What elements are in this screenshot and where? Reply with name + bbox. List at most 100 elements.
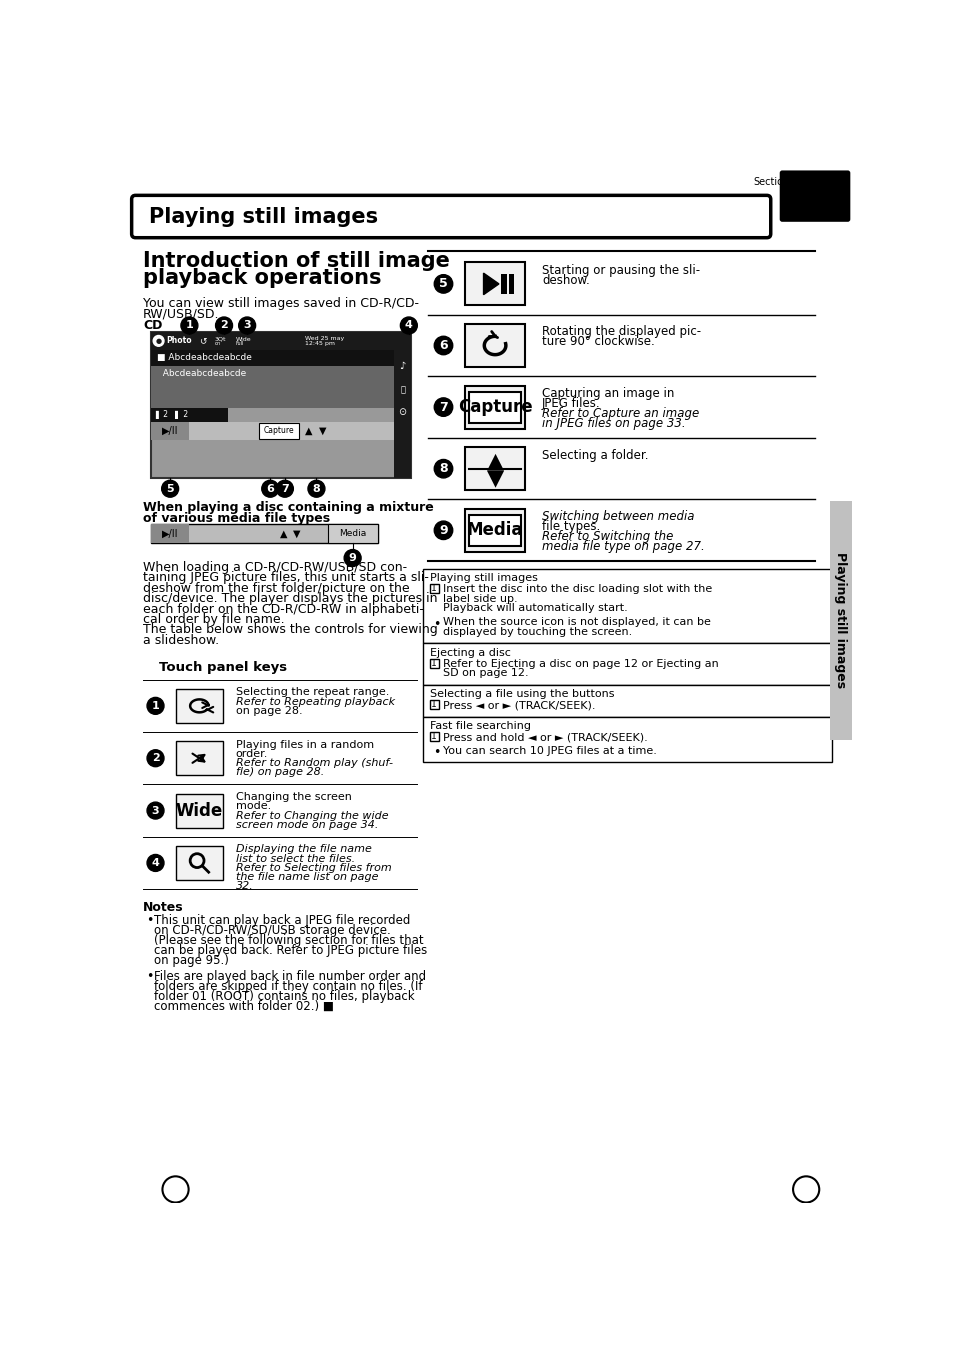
Text: When the source icon is not displayed, it can be: When the source icon is not displayed, i… bbox=[443, 617, 711, 627]
Text: Media: Media bbox=[338, 529, 366, 538]
Text: Photo: Photo bbox=[166, 337, 192, 345]
Text: Refer to Ejecting a disc on page 12 or Ejecting an: Refer to Ejecting a disc on page 12 or E… bbox=[443, 658, 719, 668]
Text: 3Qt: 3Qt bbox=[214, 337, 226, 342]
Circle shape bbox=[238, 316, 255, 334]
Bar bbox=[328, 525, 377, 542]
Text: 4: 4 bbox=[404, 320, 413, 330]
Bar bbox=[151, 525, 190, 542]
Text: label side up.: label side up. bbox=[443, 594, 517, 604]
Text: Fast file searching: Fast file searching bbox=[429, 721, 530, 731]
Text: 5: 5 bbox=[438, 277, 447, 291]
Text: fle) on page 28.: fle) on page 28. bbox=[235, 768, 323, 777]
Circle shape bbox=[792, 1176, 819, 1202]
Text: 2: 2 bbox=[220, 320, 228, 330]
Polygon shape bbox=[483, 273, 498, 295]
Bar bbox=[151, 350, 394, 408]
Text: 1: 1 bbox=[185, 320, 193, 330]
Circle shape bbox=[161, 480, 178, 498]
Text: Playing still images: Playing still images bbox=[429, 573, 537, 584]
Text: in JPEG files on page 33.: in JPEG files on page 33. bbox=[541, 418, 685, 430]
Circle shape bbox=[153, 335, 164, 346]
Text: ▶/II: ▶/II bbox=[162, 529, 178, 538]
Text: 1: 1 bbox=[152, 700, 159, 711]
Text: Selecting a folder.: Selecting a folder. bbox=[541, 449, 648, 461]
Text: each folder on the CD-R/CD-RW in alphabeti-: each folder on the CD-R/CD-RW in alphabe… bbox=[143, 603, 424, 615]
Text: Selecting the repeat range.: Selecting the repeat range. bbox=[235, 687, 389, 698]
Bar bbox=[469, 515, 520, 546]
Text: Wide: Wide bbox=[235, 337, 251, 342]
Text: playback operations: playback operations bbox=[143, 268, 381, 288]
Bar bbox=[464, 508, 524, 552]
Text: Starting or pausing the sli-: Starting or pausing the sli- bbox=[541, 264, 700, 277]
Text: Refer to Capture an image: Refer to Capture an image bbox=[541, 407, 699, 420]
Bar bbox=[429, 700, 438, 710]
Bar bbox=[508, 274, 514, 293]
Text: of various media file types: of various media file types bbox=[143, 512, 330, 525]
Bar bbox=[151, 525, 377, 542]
FancyBboxPatch shape bbox=[780, 172, 848, 220]
Text: 9: 9 bbox=[438, 523, 447, 537]
Text: screen mode on page 34.: screen mode on page 34. bbox=[235, 819, 377, 830]
Bar bbox=[500, 274, 506, 293]
Bar bbox=[175, 690, 223, 723]
Text: You can search 10 JPEG files at a time.: You can search 10 JPEG files at a time. bbox=[443, 745, 657, 756]
Bar bbox=[175, 741, 223, 775]
Text: This unit can play back a JPEG file recorded: This unit can play back a JPEG file reco… bbox=[153, 914, 410, 926]
Text: •: • bbox=[433, 618, 440, 630]
Circle shape bbox=[147, 750, 164, 767]
Bar bbox=[423, 717, 831, 763]
Text: 6: 6 bbox=[266, 484, 274, 493]
Text: order.: order. bbox=[235, 749, 268, 758]
Text: deshow from the first folder/picture on the: deshow from the first folder/picture on … bbox=[143, 581, 410, 595]
Circle shape bbox=[434, 460, 453, 479]
Text: Press and hold ◄ or ► (TRACK/SEEK).: Press and hold ◄ or ► (TRACK/SEEK). bbox=[443, 731, 648, 742]
Text: deshow.: deshow. bbox=[541, 274, 589, 287]
Text: CD: CD bbox=[143, 319, 162, 331]
Circle shape bbox=[215, 316, 233, 334]
Circle shape bbox=[434, 274, 453, 293]
Text: 1: 1 bbox=[431, 733, 436, 741]
Text: 1: 1 bbox=[431, 584, 436, 594]
Text: 6: 6 bbox=[438, 339, 447, 352]
Circle shape bbox=[147, 698, 164, 714]
Circle shape bbox=[162, 1176, 189, 1202]
Circle shape bbox=[434, 337, 453, 354]
Text: 1: 1 bbox=[431, 700, 436, 710]
Text: on CD-R/CD-RW/SD/USB storage device.: on CD-R/CD-RW/SD/USB storage device. bbox=[153, 923, 391, 937]
Bar bbox=[151, 331, 411, 479]
Bar bbox=[175, 846, 223, 880]
Text: 12:45 pm: 12:45 pm bbox=[305, 342, 335, 346]
Circle shape bbox=[181, 316, 197, 334]
Bar bbox=[423, 684, 831, 717]
Text: mode.: mode. bbox=[235, 802, 271, 811]
Text: Refer to Random play (shuf-: Refer to Random play (shuf- bbox=[235, 758, 393, 768]
Circle shape bbox=[434, 521, 453, 539]
Text: on page 95.): on page 95.) bbox=[153, 953, 229, 967]
Text: a slideshow.: a slideshow. bbox=[143, 634, 219, 646]
Text: ▲: ▲ bbox=[486, 452, 503, 470]
Circle shape bbox=[344, 549, 361, 566]
Text: the file name list on page: the file name list on page bbox=[235, 872, 377, 882]
Circle shape bbox=[261, 480, 278, 498]
Text: Capturing an image in: Capturing an image in bbox=[541, 387, 674, 400]
Bar bbox=[429, 731, 438, 741]
Text: ■ Abcdeabcdeabcde: ■ Abcdeabcdeabcde bbox=[157, 353, 252, 362]
Text: 8: 8 bbox=[438, 462, 447, 475]
Bar bbox=[464, 448, 524, 491]
Text: Capture: Capture bbox=[457, 397, 532, 416]
Text: •: • bbox=[433, 746, 440, 760]
Text: Files are played back in file number order and: Files are played back in file number ord… bbox=[153, 969, 426, 983]
Bar bbox=[429, 584, 438, 594]
Text: Capture: Capture bbox=[263, 426, 294, 435]
Text: Refer to Selecting files from: Refer to Selecting files from bbox=[235, 863, 391, 873]
Bar bbox=[151, 331, 411, 350]
Bar bbox=[464, 262, 524, 306]
Text: Wed 25 may: Wed 25 may bbox=[305, 337, 344, 341]
Text: ▌ 2   ▌ 2: ▌ 2 ▌ 2 bbox=[155, 410, 189, 419]
Text: The table below shows the controls for viewing: The table below shows the controls for v… bbox=[143, 623, 437, 637]
Bar bbox=[394, 331, 411, 479]
Circle shape bbox=[308, 480, 325, 498]
Text: Abcdeabcdeabcde: Abcdeabcdeabcde bbox=[157, 369, 246, 377]
Text: Press ◄ or ► (TRACK/SEEK).: Press ◄ or ► (TRACK/SEEK). bbox=[443, 700, 596, 710]
Text: You can view still images saved in CD-R/CD-: You can view still images saved in CD-R/… bbox=[143, 297, 418, 310]
